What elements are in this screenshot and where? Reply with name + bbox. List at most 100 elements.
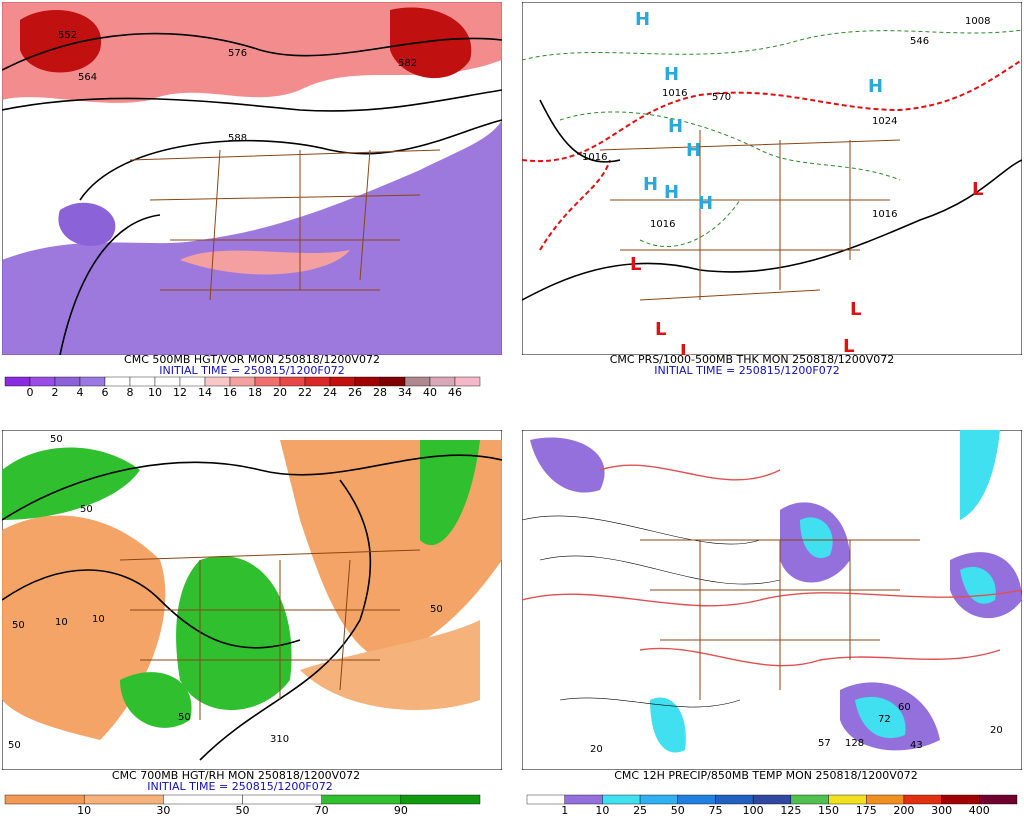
colorbar-label: 24: [323, 386, 337, 399]
colorbar-label: 14: [198, 386, 212, 399]
contour-label: 570: [712, 92, 731, 103]
colorbar-cell: [979, 794, 1018, 805]
colorbar-cell: [677, 794, 716, 805]
colorbar-cell: [454, 376, 481, 387]
contour-label: 546: [910, 36, 929, 47]
colorbar-label: 175: [856, 804, 877, 817]
contour-label: 564: [78, 72, 97, 83]
contour-label: 20: [590, 744, 603, 755]
map-700mb: 50 50 10 10 50 50 310 50 50: [2, 430, 502, 770]
colorbar-label: 200: [893, 804, 914, 817]
low-marker: L: [843, 336, 854, 357]
colorbar-label: 20: [273, 386, 287, 399]
high-marker: H: [664, 182, 679, 203]
colorbar-label: 70: [315, 804, 329, 817]
colorbar-label: 26: [348, 386, 362, 399]
init-time: INITIAL TIME = 250815/1200F072: [654, 364, 839, 377]
contour-label: 20: [990, 725, 1003, 736]
colorbar-label: 10: [595, 804, 609, 817]
low-marker: L: [680, 341, 691, 362]
contour-label: 552: [58, 30, 77, 41]
contour-label: 50: [430, 604, 443, 615]
colorbar-label: 50: [671, 804, 685, 817]
map-thickness: 1016 1016 1016 1016 1024 1008 570 546 H …: [522, 2, 1022, 362]
colorbar-cell: [279, 376, 306, 387]
contour-label: 10: [92, 614, 105, 625]
colorbar-label: 50: [236, 804, 250, 817]
colorbar-label: 12: [173, 386, 187, 399]
contour-label: 10: [55, 617, 68, 628]
colorbar-cell: [321, 794, 402, 805]
colorbar-cell: [4, 794, 85, 805]
colorbar-cell: [179, 376, 206, 387]
colorbar-label: 2: [52, 386, 59, 399]
contour-label: 60: [898, 702, 911, 713]
colorbar-cell: [752, 794, 792, 805]
colorbar-cell: [329, 376, 356, 387]
high-marker: H: [664, 64, 679, 85]
colorbar-cell: [29, 376, 56, 387]
colorbar-label: 75: [708, 804, 722, 817]
colorbar-cell: [163, 794, 243, 805]
contour-label: 57: [818, 738, 831, 749]
caption: CMC 700MB HGT/RH MON 250818/1200V072: [112, 769, 360, 782]
colorbar-cell: [828, 794, 867, 805]
high-marker: H: [643, 174, 658, 195]
contour-label: 43: [910, 740, 923, 751]
high-marker: H: [668, 116, 683, 137]
caption: CMC 12H PRECIP/850MB TEMP MON 250818/120…: [614, 769, 918, 782]
colorbar-cell: [104, 376, 131, 387]
high-marker: H: [686, 140, 701, 161]
colorbar-label: 25: [633, 804, 647, 817]
colorbar-cell: [526, 794, 565, 805]
colorbar-cell: [79, 376, 106, 387]
low-marker: L: [850, 299, 861, 320]
colorbar-label: 16: [223, 386, 237, 399]
colorbar-cell: [941, 794, 980, 805]
colorbar-cell: [129, 376, 156, 387]
colorbar-label: 46: [448, 386, 462, 399]
colorbar-cell: [639, 794, 678, 805]
contour-label: 1008: [965, 16, 990, 27]
colorbar-label: 6: [102, 386, 109, 399]
colorbar-cell: [400, 794, 481, 805]
contour-label: 1016: [650, 219, 675, 230]
colorbar-cell: [715, 794, 754, 805]
colorbar-cell: [429, 376, 456, 387]
contour-label: 50: [178, 712, 191, 723]
contour-label: 128: [845, 738, 864, 749]
caption: CMC PRS/1000-500MB THK MON 250818/1200V0…: [610, 353, 895, 366]
colorbar-cell: [242, 794, 322, 805]
colorbar-cell: [866, 794, 905, 805]
colorbar-label: 1: [561, 804, 568, 817]
contour-label: 1024: [872, 116, 897, 127]
high-marker: H: [698, 193, 713, 214]
colorbar-cell: [602, 794, 641, 805]
colorbar-label: 150: [818, 804, 839, 817]
colorbar-label: 100: [743, 804, 764, 817]
colorbar-cell: [790, 794, 829, 805]
colorbar-cell: [204, 376, 231, 387]
contour-label: 50: [12, 620, 25, 631]
low-marker: L: [630, 254, 641, 275]
contour-label: 1016: [582, 152, 607, 163]
colorbar-label: 0: [27, 386, 34, 399]
colorbar-label: 300: [931, 804, 952, 817]
colorbar-cell: [4, 376, 31, 387]
high-marker: H: [635, 9, 650, 30]
contour-label: 50: [50, 434, 63, 445]
init-time: INITIAL TIME = 250815/1200F072: [159, 364, 344, 377]
low-marker: L: [655, 319, 666, 340]
init-time: INITIAL TIME = 250815/1200F072: [147, 780, 332, 793]
contour-label: 576: [228, 48, 247, 59]
colorbar-label: 22: [298, 386, 312, 399]
contour-label: 1016: [662, 88, 687, 99]
caption: CMC 500MB HGT/VOR MON 250818/1200V072: [124, 353, 380, 366]
colorbar-cell: [404, 376, 431, 387]
colorbar-cell: [154, 376, 181, 387]
colorbar-label: 8: [127, 386, 134, 399]
colorbar-label: 28: [373, 386, 387, 399]
map-precip: 60 72 57 128 43 20 20: [522, 430, 1022, 770]
colorbar-label: 10: [77, 804, 91, 817]
